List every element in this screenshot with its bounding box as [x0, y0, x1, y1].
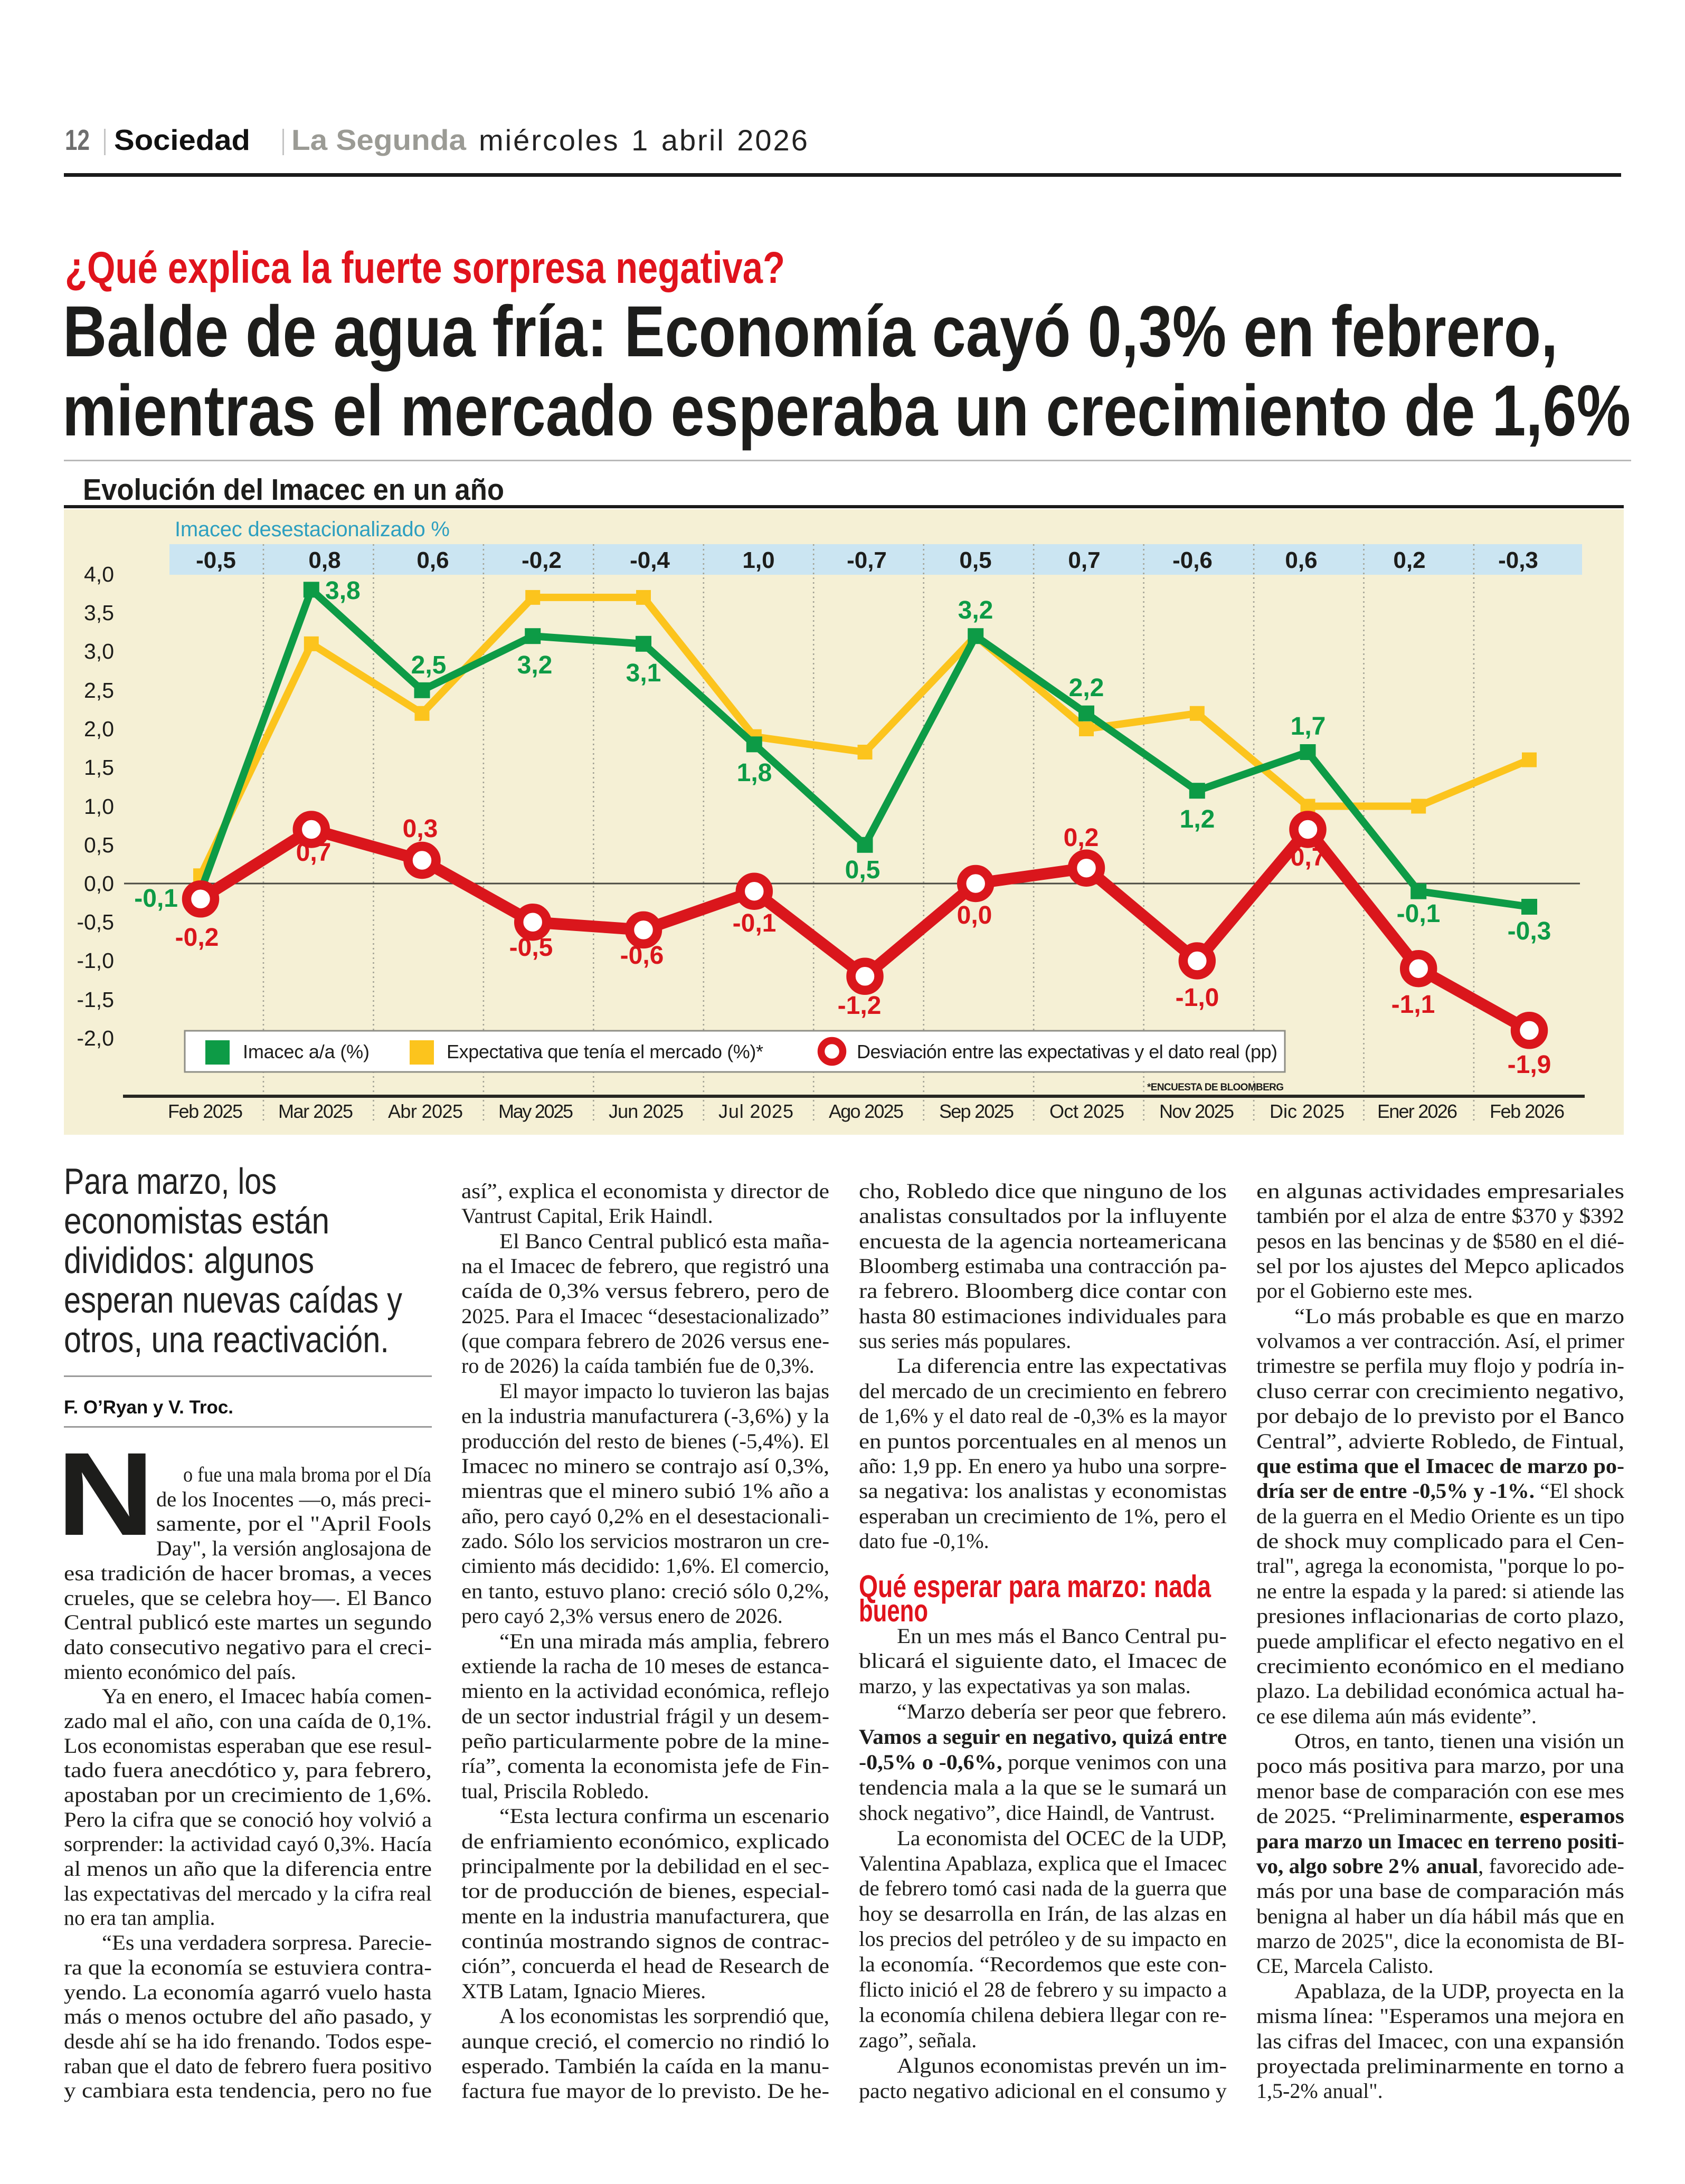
svg-text:Nov 2025: Nov 2025 — [1159, 1100, 1234, 1122]
svg-text:Jul 2025: Jul 2025 — [718, 1100, 793, 1122]
svg-text:-0,1: -0,1 — [733, 909, 777, 937]
svg-text:-0,1: -0,1 — [134, 885, 178, 913]
svg-text:1,7: 1,7 — [1291, 713, 1326, 740]
svg-text:0,5: 0,5 — [959, 547, 991, 573]
svg-text:0,5: 0,5 — [84, 833, 114, 857]
svg-text:-0,6: -0,6 — [620, 942, 664, 970]
svg-text:-0,2: -0,2 — [522, 547, 562, 573]
svg-text:2,0: 2,0 — [84, 717, 114, 741]
svg-text:Feb 2026: Feb 2026 — [1490, 1100, 1565, 1122]
svg-text:0,0: 0,0 — [84, 871, 114, 896]
svg-text:2,5: 2,5 — [411, 651, 447, 679]
svg-text:Imacec desestacionalizado %: Imacec desestacionalizado % — [175, 518, 450, 541]
svg-text:-0,3: -0,3 — [1498, 547, 1538, 573]
svg-text:0,7: 0,7 — [1068, 547, 1100, 573]
svg-text:Jun 2025: Jun 2025 — [609, 1100, 684, 1122]
svg-text:0,6: 0,6 — [1285, 547, 1317, 573]
svg-text:-1,2: -1,2 — [838, 992, 882, 1020]
svg-text:3,8: 3,8 — [325, 577, 361, 605]
svg-text:0,7: 0,7 — [296, 839, 332, 867]
svg-text:1,0: 1,0 — [84, 794, 114, 819]
svg-text:0,7: 0,7 — [1291, 843, 1326, 871]
svg-text:0,2: 0,2 — [1064, 824, 1099, 852]
svg-text:-1,5: -1,5 — [77, 987, 114, 1012]
svg-text:-0,5: -0,5 — [196, 547, 236, 573]
svg-text:Abr 2025: Abr 2025 — [388, 1100, 463, 1122]
svg-text:-0,5: -0,5 — [77, 910, 114, 934]
svg-text:3,5: 3,5 — [84, 601, 114, 625]
svg-text:-0,3: -0,3 — [1508, 917, 1551, 945]
svg-text:-0,1: -0,1 — [1397, 900, 1441, 928]
svg-text:1,5: 1,5 — [84, 755, 114, 780]
svg-text:0,8: 0,8 — [308, 547, 340, 573]
svg-text:Imacec a/a (%): Imacec a/a (%) — [243, 1041, 370, 1062]
svg-text:3,0: 3,0 — [84, 639, 114, 663]
svg-text:0,2: 0,2 — [1393, 547, 1425, 573]
svg-text:Oct 2025: Oct 2025 — [1049, 1100, 1124, 1122]
svg-text:Sep 2025: Sep 2025 — [939, 1100, 1014, 1122]
svg-text:-0,2: -0,2 — [175, 924, 219, 952]
svg-text:-1,1: -1,1 — [1391, 991, 1435, 1019]
svg-text:1,0: 1,0 — [742, 547, 774, 573]
svg-text:May 2025: May 2025 — [498, 1100, 573, 1122]
svg-text:-1,9: -1,9 — [1508, 1051, 1551, 1079]
svg-text:-1,0: -1,0 — [77, 948, 114, 973]
svg-text:3,2: 3,2 — [517, 651, 553, 679]
svg-text:Ener 2026: Ener 2026 — [1377, 1100, 1457, 1122]
svg-text:-0,5: -0,5 — [509, 934, 553, 962]
svg-text:-0,7: -0,7 — [847, 547, 887, 573]
svg-text:0,3: 0,3 — [403, 815, 438, 843]
svg-text:3,2: 3,2 — [958, 596, 993, 624]
svg-text:-0,4: -0,4 — [630, 547, 670, 573]
svg-text:1,2: 1,2 — [1180, 805, 1215, 833]
svg-text:4,0: 4,0 — [84, 562, 114, 586]
svg-text:0,5: 0,5 — [845, 856, 881, 884]
svg-text:2,2: 2,2 — [1069, 674, 1104, 702]
svg-text:Dic 2025: Dic 2025 — [1270, 1100, 1345, 1122]
svg-text:-2,0: -2,0 — [77, 1026, 114, 1050]
svg-text:0,0: 0,0 — [957, 901, 992, 929]
svg-text:Mar 2025: Mar 2025 — [278, 1100, 353, 1122]
svg-text:Feb 2025: Feb 2025 — [168, 1100, 243, 1122]
svg-text:2,5: 2,5 — [84, 678, 114, 702]
svg-text:3,1: 3,1 — [626, 659, 661, 687]
svg-text:Ago 2025: Ago 2025 — [829, 1100, 904, 1122]
svg-text:0,6: 0,6 — [416, 547, 449, 573]
svg-text:-1,0: -1,0 — [1176, 984, 1219, 1012]
svg-text:*ENCUESTA DE BLOOMBERG: *ENCUESTA DE BLOOMBERG — [1147, 1082, 1284, 1093]
svg-text:Expectativa que tenía el merca: Expectativa que tenía el mercado (%)* — [447, 1041, 763, 1062]
svg-text:Desviación entre las expectati: Desviación entre las expectativas y el d… — [857, 1041, 1277, 1062]
svg-text:1,8: 1,8 — [737, 759, 772, 787]
svg-text:-0,6: -0,6 — [1172, 547, 1213, 573]
